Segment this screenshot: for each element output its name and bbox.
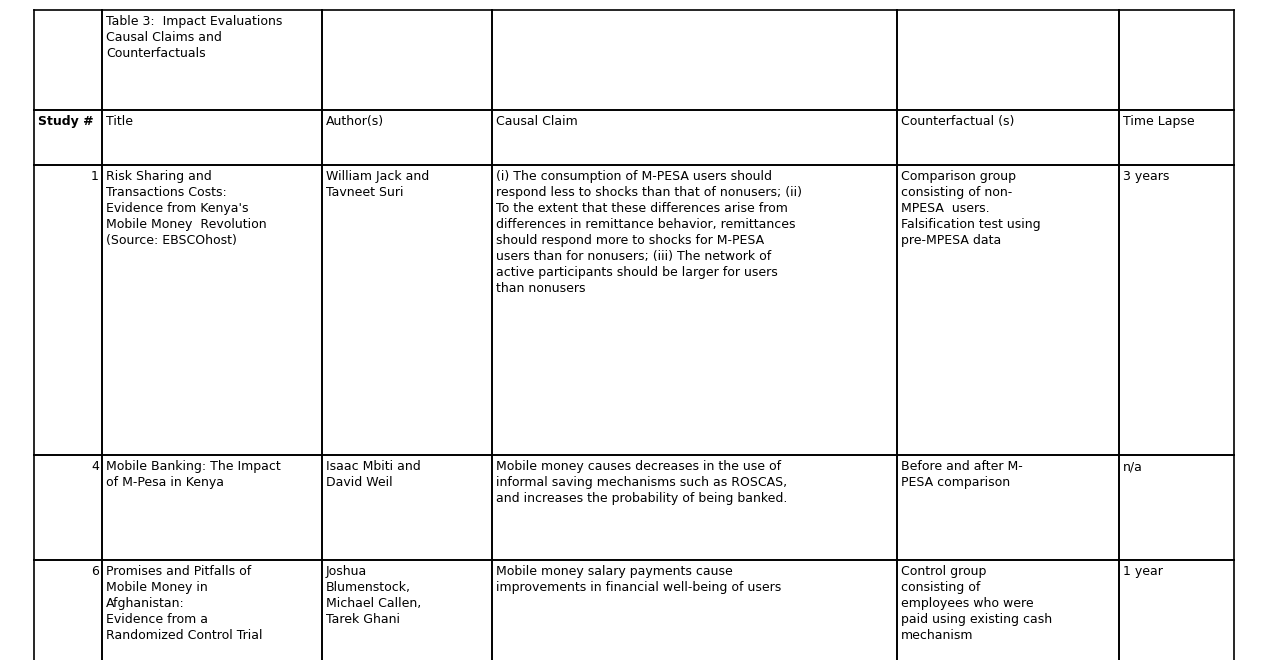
- Text: Mobile money causes decreases in the use of
informal saving mechanisms such as R: Mobile money causes decreases in the use…: [496, 460, 787, 505]
- Text: Author(s): Author(s): [326, 115, 384, 128]
- Text: Joshua
Blumenstock,
Michael Callen,
Tarek Ghani: Joshua Blumenstock, Michael Callen, Tare…: [326, 565, 421, 626]
- Text: 1 year: 1 year: [1123, 565, 1163, 578]
- Text: Risk Sharing and
Transactions Costs:
Evidence from Kenya's
Mobile Money  Revolut: Risk Sharing and Transactions Costs: Evi…: [107, 170, 266, 247]
- Text: Control group
consisting of
employees who were
paid using existing cash
mechanis: Control group consisting of employees wh…: [902, 565, 1052, 642]
- Text: Mobile money salary payments cause
improvements in financial well-being of users: Mobile money salary payments cause impro…: [496, 565, 781, 594]
- Text: Title: Title: [107, 115, 133, 128]
- Text: Comparison group
consisting of non-
MPESA  users.
Falsification test using
pre-M: Comparison group consisting of non- MPES…: [902, 170, 1041, 247]
- Text: Counterfactual (s): Counterfactual (s): [902, 115, 1014, 128]
- Text: Study #: Study #: [38, 115, 94, 128]
- Text: 3 years: 3 years: [1123, 170, 1169, 183]
- Text: 1: 1: [91, 170, 99, 183]
- Text: Causal Claim: Causal Claim: [496, 115, 578, 128]
- Text: Promises and Pitfalls of
Mobile Money in
Afghanistan:
Evidence from a
Randomized: Promises and Pitfalls of Mobile Money in…: [107, 565, 262, 642]
- Text: Time Lapse: Time Lapse: [1123, 115, 1194, 128]
- Text: 4: 4: [91, 460, 99, 473]
- Text: Mobile Banking: The Impact
of M-Pesa in Kenya: Mobile Banking: The Impact of M-Pesa in …: [107, 460, 280, 489]
- Text: Isaac Mbiti and
David Weil: Isaac Mbiti and David Weil: [326, 460, 421, 489]
- Text: Table 3:  Impact Evaluations
Causal Claims and
Counterfactuals: Table 3: Impact Evaluations Causal Claim…: [107, 15, 283, 60]
- Text: Before and after M-
PESA comparison: Before and after M- PESA comparison: [902, 460, 1023, 489]
- Text: William Jack and
Tavneet Suri: William Jack and Tavneet Suri: [326, 170, 430, 199]
- Text: 6: 6: [91, 565, 99, 578]
- Text: (i) The consumption of M-PESA users should
respond less to shocks than that of n: (i) The consumption of M-PESA users shou…: [496, 170, 801, 295]
- Text: n/a: n/a: [1123, 460, 1142, 473]
